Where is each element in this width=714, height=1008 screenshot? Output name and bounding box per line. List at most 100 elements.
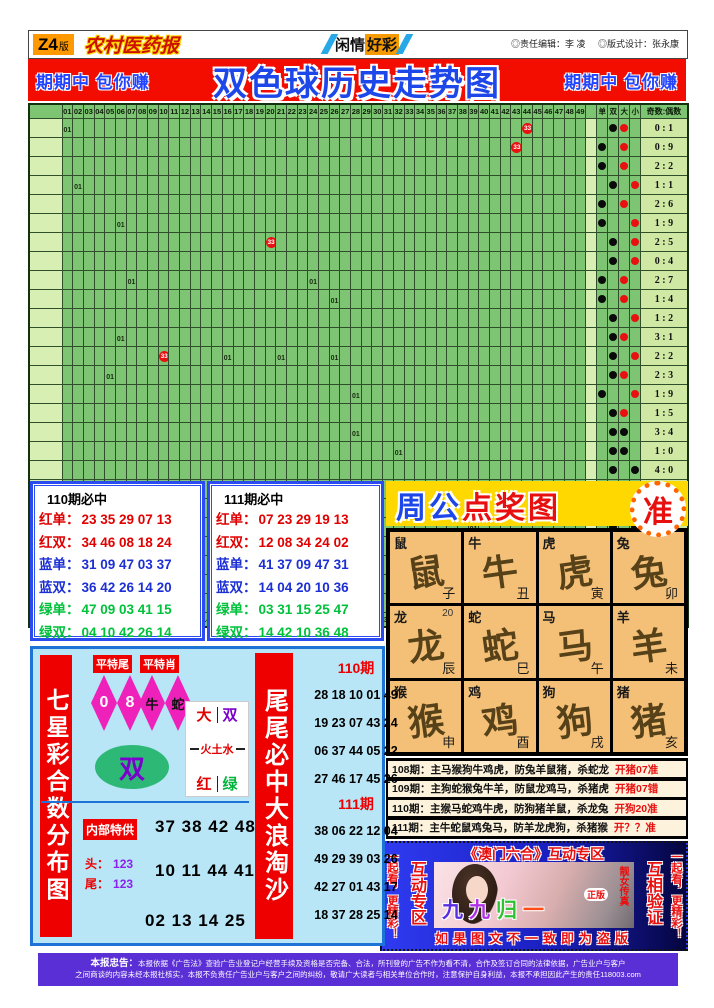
grid-cell [360,384,373,404]
grid-cell [275,403,287,423]
grid-cell [542,403,555,423]
grid-cell [200,175,213,195]
grid-cell [424,441,437,461]
grid-cell [318,327,330,347]
grid-cell [125,251,138,271]
grid-gap-cell [585,460,598,480]
indicator-cell [618,441,631,461]
grid-cell [221,270,234,290]
prediction-row: 红双： 34 46 08 18 24 [39,532,196,555]
grid-cell [360,270,373,290]
grid-cell [456,346,469,366]
grid-cell [125,137,138,157]
grid-cell [360,308,373,328]
grid-cell [456,403,469,423]
grid-cell [499,175,512,195]
grid-cell [147,251,159,271]
grid-cell [328,403,341,423]
grid-cell [285,308,298,328]
grid-cell [456,327,469,347]
grid-cell [510,346,523,366]
size-dot [620,143,629,151]
elements-box: 大 双 火土水 红 绿 [185,701,249,797]
ratio-cell: 1 : 4 [640,289,689,309]
grid-cell [371,156,384,176]
grid-cell [350,251,362,271]
weiwei-period: 111期 [338,796,374,812]
grid-axis-cell: 14 [200,103,213,119]
grid-cell [61,403,74,423]
grid-cell [189,289,202,309]
indicator-cell [607,441,620,461]
indicator-cell [629,460,642,480]
grid-cell [285,422,298,442]
grid-cell [307,365,319,385]
grid-cell [307,156,319,176]
grid-cell [553,460,565,480]
grid-cell [253,213,266,233]
grid-cell [200,308,213,328]
grid-cell [61,213,74,233]
macau-slogan-right: 一起看，更精彩！ [670,851,682,939]
grid-cell [403,270,416,290]
grid-cell [339,460,352,480]
grid-cell [82,251,95,271]
grid-cell [510,213,523,233]
grid-cell [275,327,287,347]
macau-zone-label: 互动专区 [408,861,425,925]
diamond-marker: 牛 [139,675,165,731]
ratio-cell: 2 : 6 [640,194,689,214]
grid-cell [296,194,309,214]
grid-cell: 01 [328,289,341,309]
grid-cell [221,403,234,423]
grid-cell [574,308,587,328]
grid-axis-cell: 20 [264,103,277,119]
prediction-label: 红单： [216,512,257,527]
grid-cell [168,156,181,176]
grid-cell [553,441,565,461]
grid-cell [296,422,309,442]
designer-credit: ◎版式设计：张永康 [597,39,679,49]
grid-axis-cell: 11 [168,103,181,119]
grid-cell [253,194,266,214]
tip-result: 开猪07错 [615,783,659,796]
grid-cell [489,441,501,461]
prediction-values: 03 31 15 25 47 [258,602,349,617]
grid-cell [157,403,170,423]
grid-cell [318,194,330,214]
grid-cell [360,403,373,423]
grid-cell [307,289,319,309]
grid-cell [136,194,148,214]
grid-gap-cell [585,403,598,423]
grid-cell [563,308,576,328]
grid-cell [285,327,298,347]
grid-cell [563,270,576,290]
grid-cell [307,422,319,442]
grid-side-cell [28,422,63,442]
grid-cell [243,346,255,366]
grid-cell [350,118,362,138]
grid-cell [467,441,480,461]
grid-cell [382,384,394,404]
grid-cell [189,213,202,233]
indicator-cell [607,403,620,423]
grid-gap-cell [585,118,598,138]
grid-cell [296,403,309,423]
size-dot [620,200,629,208]
tip-result: 开？？准 [613,822,656,835]
grid-cell [243,289,255,309]
grid-cell [275,460,287,480]
grid-cell [168,232,181,252]
grid-cell [339,137,352,157]
indicator-cell [607,175,620,195]
grid-cell [275,156,287,176]
grid-mark-01: 01 [106,374,114,381]
grid-cell [147,156,159,176]
grid-axis-cell: 22 [285,103,298,119]
grid-cell [61,384,74,404]
grid-cell [499,346,512,366]
grid-cell [296,270,309,290]
grid-cell [136,327,148,347]
grid-cell [521,403,533,423]
indicator-cell [618,251,631,271]
